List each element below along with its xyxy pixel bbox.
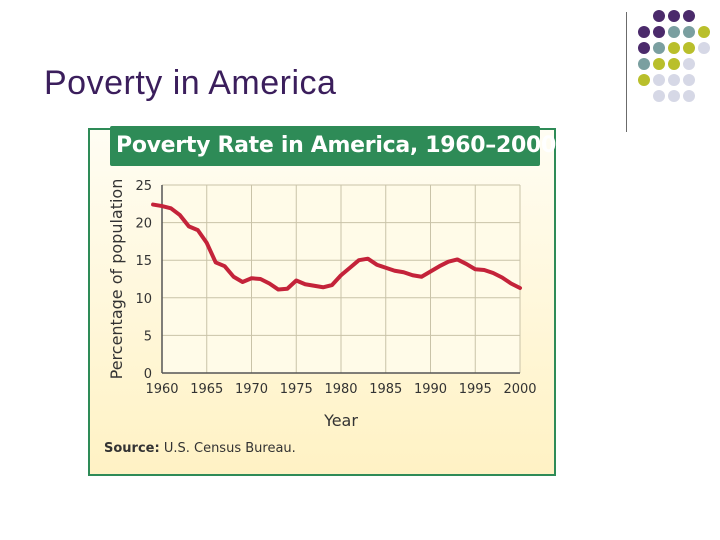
decorative-dot bbox=[698, 42, 710, 54]
y-axis-label: Percentage of population bbox=[107, 179, 126, 380]
decorative-dot bbox=[653, 10, 665, 22]
y-tick-label: 10 bbox=[135, 292, 152, 307]
decorative-dot bbox=[653, 42, 665, 54]
y-tick-label: 0 bbox=[144, 367, 152, 382]
x-tick-label: 1990 bbox=[414, 382, 447, 397]
decorative-dot bbox=[638, 42, 650, 54]
decorative-dot bbox=[668, 10, 680, 22]
y-tick-label: 25 bbox=[135, 179, 152, 194]
decorative-dot bbox=[653, 74, 665, 86]
decorative-dot bbox=[638, 58, 650, 70]
y-tick-label: 20 bbox=[135, 217, 152, 232]
decorative-dot bbox=[668, 74, 680, 86]
decorative-dot bbox=[668, 90, 680, 102]
decorative-dot bbox=[638, 74, 650, 86]
decorative-dot bbox=[653, 26, 665, 38]
decorative-dot bbox=[683, 26, 695, 38]
decorative-dot bbox=[683, 74, 695, 86]
decorative-dot bbox=[683, 90, 695, 102]
x-tick-label: 1995 bbox=[459, 382, 492, 397]
source-text: U.S. Census Bureau. bbox=[163, 441, 296, 456]
source-label: Source: bbox=[104, 441, 160, 456]
x-tick-label: 1975 bbox=[280, 382, 313, 397]
y-tick-label: 15 bbox=[135, 254, 152, 269]
chart-title: Poverty Rate in America, 1960–2000 bbox=[116, 133, 557, 158]
decorative-dot bbox=[638, 26, 650, 38]
slide-title: Poverty in America bbox=[44, 64, 337, 102]
x-tick-label: 1980 bbox=[324, 382, 357, 397]
decorative-dot bbox=[683, 58, 695, 70]
decorative-dot bbox=[653, 58, 665, 70]
x-tick-label: 1970 bbox=[235, 382, 268, 397]
decorative-dot bbox=[668, 58, 680, 70]
chart-title-banner bbox=[110, 126, 540, 166]
decorative-dot bbox=[653, 90, 665, 102]
x-tick-label: 1965 bbox=[190, 382, 223, 397]
decorative-dot bbox=[668, 42, 680, 54]
decorative-dot bbox=[683, 10, 695, 22]
x-axis-label: Year bbox=[323, 411, 358, 430]
decorative-dot-grid bbox=[638, 10, 718, 120]
header-divider bbox=[626, 12, 627, 132]
chart-source: Source: U.S. Census Bureau. bbox=[104, 441, 296, 456]
y-tick-label: 5 bbox=[144, 329, 152, 344]
x-tick-label: 2000 bbox=[503, 382, 536, 397]
decorative-dot bbox=[668, 26, 680, 38]
x-tick-label: 1960 bbox=[145, 382, 178, 397]
decorative-dot bbox=[698, 26, 710, 38]
x-tick-label: 1985 bbox=[369, 382, 402, 397]
decorative-dot bbox=[683, 42, 695, 54]
poverty-rate-line bbox=[151, 202, 522, 292]
